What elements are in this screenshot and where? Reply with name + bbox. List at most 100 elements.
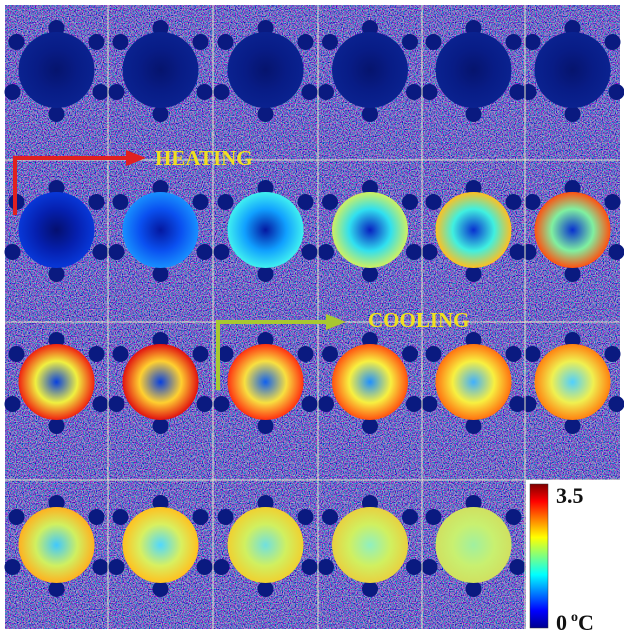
phantom — [19, 507, 95, 583]
phantom-lobe — [258, 106, 274, 122]
phantom-lobe — [113, 34, 129, 50]
phantom-lobe — [402, 34, 418, 50]
phantom-lobe — [302, 84, 318, 100]
phantom-lobe — [193, 194, 209, 210]
phantom-lobe — [89, 194, 105, 210]
phantom-lobe — [93, 84, 109, 100]
phantom-lobe — [318, 84, 334, 100]
cooling-label: COOLING — [368, 308, 470, 332]
phantom-lobe — [426, 346, 442, 362]
phantom-lobe — [466, 106, 482, 122]
phantom-lobe — [218, 509, 234, 525]
phantom-lobe — [93, 244, 109, 260]
phantom-lobe — [153, 581, 169, 597]
phantom-lobe — [113, 346, 129, 362]
phantom-lobe — [565, 266, 581, 282]
phantom-lobe — [302, 244, 318, 260]
phantom-lobe — [197, 244, 213, 260]
phantom-lobe — [9, 346, 25, 362]
colorbar-min: 0 — [556, 610, 567, 634]
phantom-lobe — [521, 84, 537, 100]
phantom — [123, 344, 199, 420]
phantom-lobe — [89, 509, 105, 525]
phantom-lobe — [506, 509, 522, 525]
phantom-lobe — [153, 106, 169, 122]
phantom-lobe — [109, 244, 125, 260]
phantom-lobe — [466, 266, 482, 282]
phantom-lobe — [214, 559, 230, 575]
phantom-lobe — [422, 84, 438, 100]
phantom-lobe — [609, 84, 624, 100]
phantom-lobe — [406, 559, 422, 575]
phantom-lobe — [426, 194, 442, 210]
phantom-lobe — [93, 396, 109, 412]
phantom-lobe — [5, 559, 21, 575]
phantom — [228, 32, 304, 108]
phantom-lobe — [525, 34, 541, 50]
phantom-lobe — [5, 84, 21, 100]
phantom-lobe — [113, 509, 129, 525]
phantom-lobe — [109, 559, 125, 575]
phantom-lobe — [322, 346, 338, 362]
phantom-lobe — [153, 418, 169, 434]
phantom-lobe — [258, 581, 274, 597]
phantom-lobe — [318, 396, 334, 412]
phantom-lobe — [609, 244, 624, 260]
phantom — [19, 344, 95, 420]
phantom-lobe — [402, 509, 418, 525]
phantom-lobe — [422, 396, 438, 412]
phantom — [228, 344, 304, 420]
phantom-lobe — [318, 559, 334, 575]
phantom-lobe — [362, 106, 378, 122]
phantom-lobe — [214, 244, 230, 260]
phantom — [436, 192, 512, 268]
phantom-lobe — [318, 244, 334, 260]
phantom-lobe — [521, 244, 537, 260]
phantom-lobe — [565, 418, 581, 434]
phantom-lobe — [258, 266, 274, 282]
phantom-lobe — [565, 106, 581, 122]
phantom-lobe — [422, 559, 438, 575]
phantom-lobe — [322, 34, 338, 50]
phantom — [19, 32, 95, 108]
phantom-lobe — [298, 509, 314, 525]
phantom-lobe — [302, 559, 318, 575]
phantom-lobe — [109, 396, 125, 412]
phantom — [228, 192, 304, 268]
phantom-lobe — [258, 418, 274, 434]
phantom-lobe — [153, 266, 169, 282]
phantom-lobe — [406, 396, 422, 412]
phantom-lobe — [214, 84, 230, 100]
phantom-lobe — [525, 194, 541, 210]
phantom — [436, 507, 512, 583]
phantom — [535, 32, 611, 108]
phantom-lobe — [9, 509, 25, 525]
phantom — [332, 344, 408, 420]
phantom-lobe — [362, 418, 378, 434]
phantom-lobe — [362, 581, 378, 597]
phantom-lobe — [298, 34, 314, 50]
phantom-lobe — [605, 34, 621, 50]
phantom — [123, 32, 199, 108]
phantom — [332, 32, 408, 108]
phantom-lobe — [193, 509, 209, 525]
phantom-lobe — [214, 396, 230, 412]
phantom-lobe — [197, 396, 213, 412]
phantom-lobe — [113, 194, 129, 210]
phantom-lobe — [422, 244, 438, 260]
phantom — [123, 192, 199, 268]
phantom — [436, 344, 512, 420]
phantom-lobe — [89, 346, 105, 362]
phantom-lobe — [521, 396, 537, 412]
phantom-lobe — [109, 84, 125, 100]
phantom-lobe — [605, 194, 621, 210]
phantom-lobe — [49, 266, 65, 282]
phantom — [332, 507, 408, 583]
phantom-lobe — [9, 34, 25, 50]
phantom-lobe — [218, 194, 234, 210]
phantom-lobe — [406, 84, 422, 100]
phantom-lobe — [362, 266, 378, 282]
phantom-lobe — [218, 34, 234, 50]
phantom — [535, 192, 611, 268]
phantom-lobe — [5, 396, 21, 412]
